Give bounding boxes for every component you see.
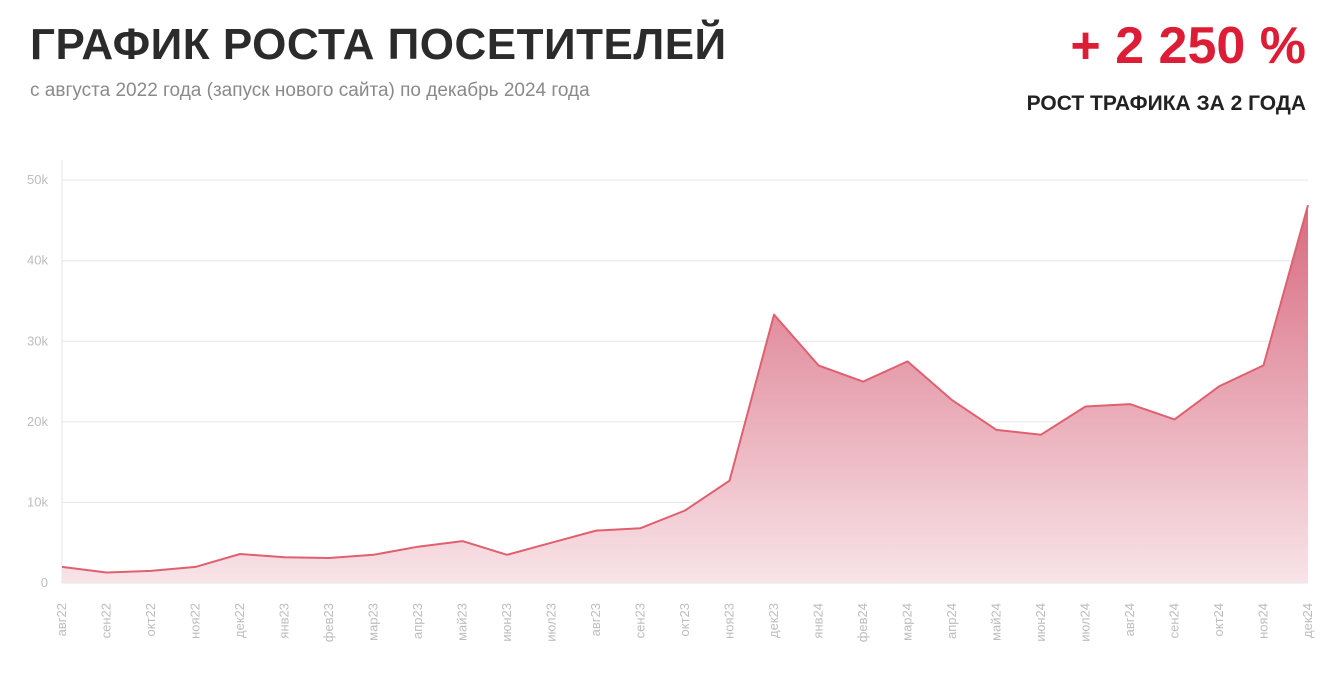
y-tick-label: 50k [27, 172, 48, 187]
x-tick-label: сен23 [633, 603, 648, 638]
y-tick-label: 10k [27, 494, 48, 509]
x-tick-label: ноя24 [1256, 603, 1271, 639]
x-tick-label: сен24 [1167, 603, 1182, 638]
x-tick-label: окт23 [677, 603, 692, 636]
x-tick-label: окт24 [1211, 603, 1226, 636]
x-tick-label: дек22 [232, 603, 247, 638]
x-tick-label: дек23 [766, 603, 781, 638]
x-tick-label: авг24 [1122, 603, 1137, 636]
x-tick-label: июн23 [499, 603, 514, 642]
series-line [61, 204, 1309, 574]
x-tick-label: мар24 [900, 603, 915, 641]
x-tick-label: окт22 [143, 603, 158, 636]
x-tick-label: июл23 [544, 603, 559, 642]
x-tick-label: дек24 [1300, 603, 1315, 638]
chart-title: ГРАФИК РОСТА ПОСЕТИТЕЛЕЙ [30, 20, 727, 69]
visitors-area-chart: 0 10k 20k 30k 40k 50k авг22 сен22 окт22 ноя22 дек… [27, 160, 1315, 642]
x-tick-label: сен22 [99, 603, 114, 638]
y-axis-ticks: 0 10k 20k 30k 40k 50k [27, 172, 48, 590]
y-tick-label: 30k [27, 333, 48, 348]
x-axis-ticks: авг22 сен22 окт22 ноя22 дек22 янв23 фев23 мар23… [54, 603, 1315, 642]
x-tick-label: ноя23 [722, 603, 737, 639]
y-tick-label: 20k [27, 414, 48, 429]
growth-percent: + 2 250 % [1070, 17, 1306, 75]
x-tick-label: апр23 [410, 603, 425, 639]
x-tick-label: апр24 [944, 603, 959, 639]
growth-label: РОСТ ТРАФИКА ЗА 2 ГОДА [1026, 92, 1306, 115]
x-tick-label: авг23 [588, 603, 603, 636]
x-tick-label: фев23 [321, 603, 336, 642]
x-tick-label: ноя22 [188, 603, 203, 639]
x-tick-label: июл24 [1078, 603, 1093, 642]
area-fill [62, 205, 1308, 583]
x-tick-label: май24 [989, 603, 1004, 641]
x-tick-label: фев24 [855, 603, 870, 642]
x-tick-label: авг22 [54, 603, 69, 636]
x-tick-label: янв24 [811, 603, 826, 639]
x-tick-label: янв23 [277, 603, 292, 639]
chart-subtitle: с августа 2022 года (запуск нового сайта… [30, 80, 590, 101]
x-tick-label: май23 [455, 603, 470, 641]
x-tick-label: июн24 [1033, 603, 1048, 642]
area-series [61, 204, 1309, 583]
x-tick-label: мар23 [366, 603, 381, 641]
y-tick-label: 0 [41, 575, 48, 590]
y-tick-label: 40k [27, 253, 48, 268]
